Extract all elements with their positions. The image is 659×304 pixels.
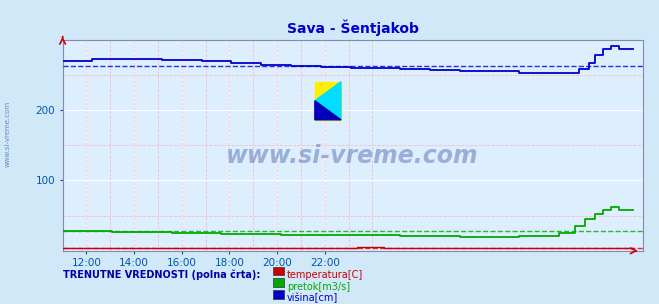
Text: višina[cm]: višina[cm] (287, 293, 338, 303)
Polygon shape (315, 101, 341, 120)
Text: www.si-vreme.com: www.si-vreme.com (5, 101, 11, 167)
Text: pretok[m3/s]: pretok[m3/s] (287, 282, 350, 292)
Text: TRENUTNE VREDNOSTI (polna črta):: TRENUTNE VREDNOSTI (polna črta): (63, 269, 260, 280)
Text: www.si-vreme.com: www.si-vreme.com (226, 144, 479, 168)
Title: Sava - Šentjakob: Sava - Šentjakob (287, 19, 418, 36)
Bar (315, 82, 341, 120)
Text: temperatura[C]: temperatura[C] (287, 270, 363, 280)
Polygon shape (315, 82, 341, 120)
